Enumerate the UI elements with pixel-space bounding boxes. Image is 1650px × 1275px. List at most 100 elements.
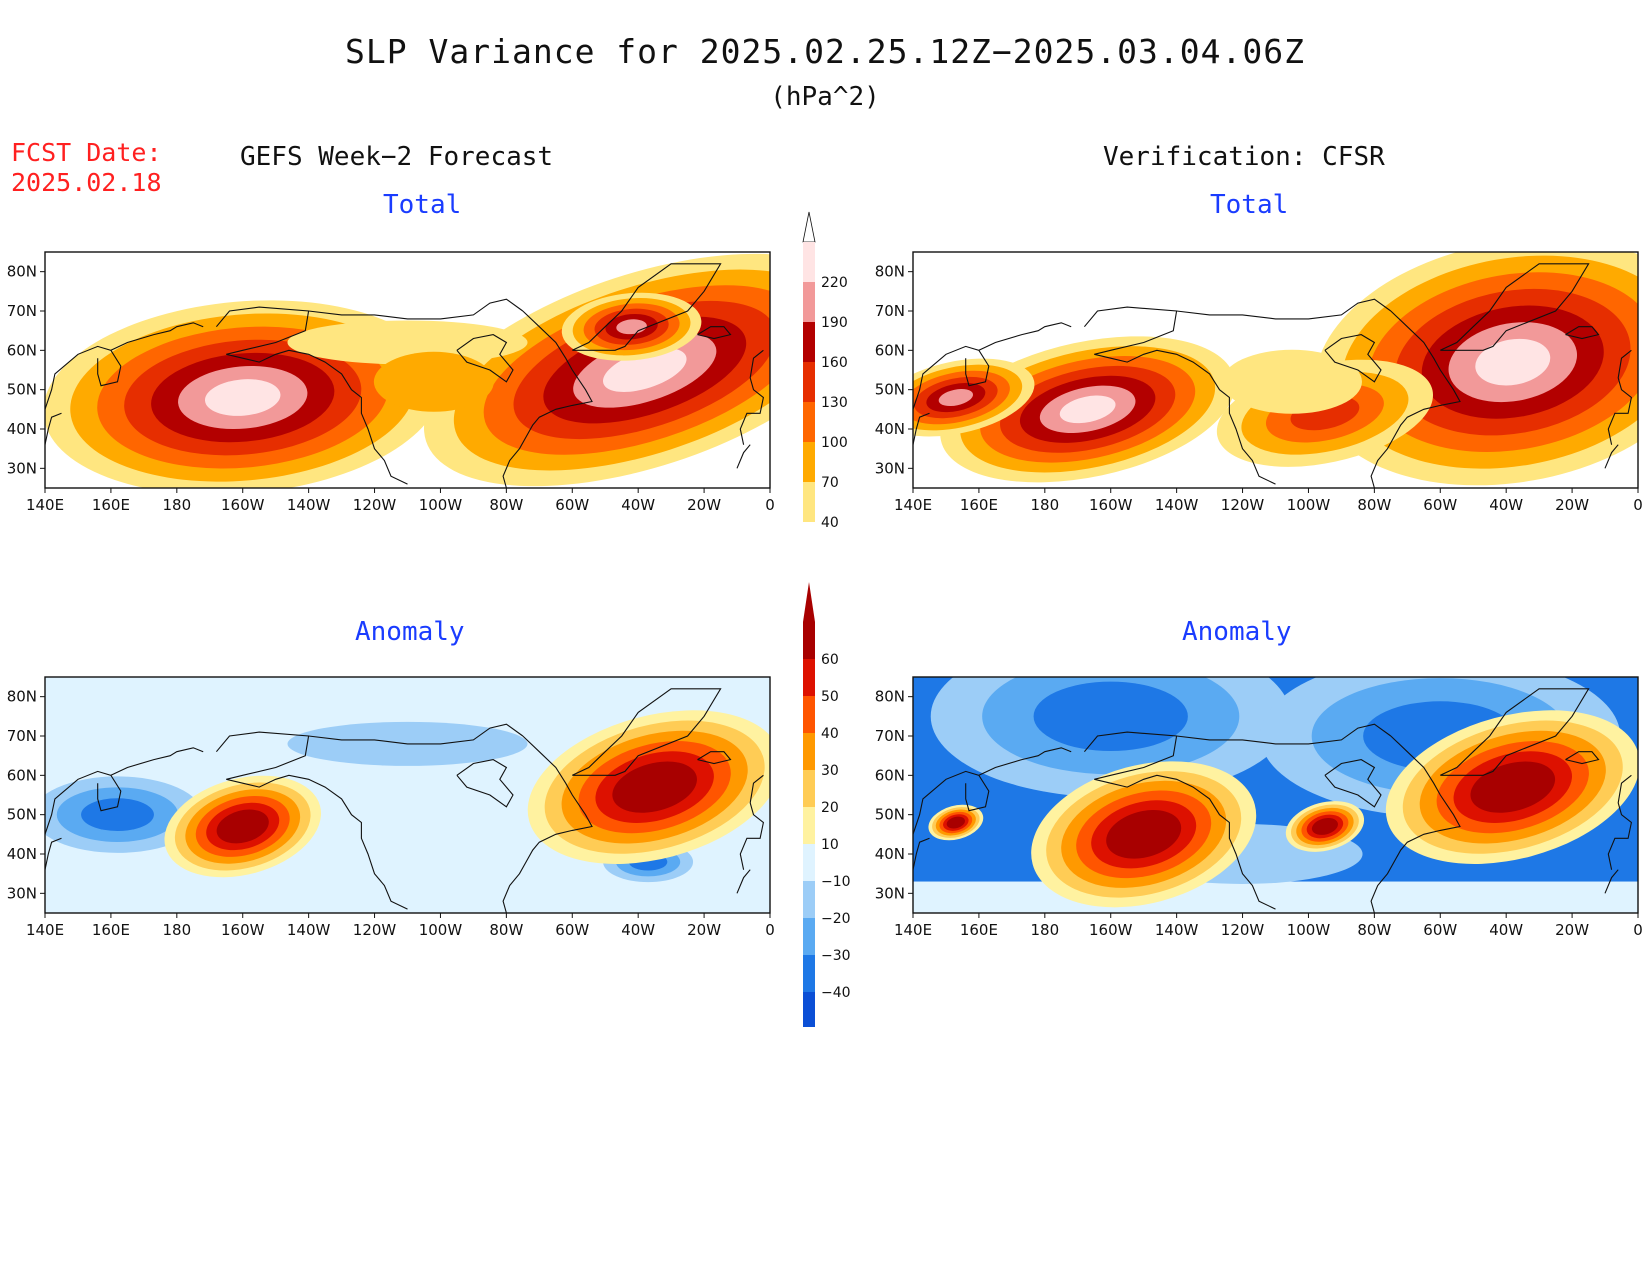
coastline <box>912 412 930 445</box>
x-tick-label: 40W <box>1489 921 1523 939</box>
x-tick-label: 140W <box>1155 921 1199 939</box>
coastline <box>912 837 930 870</box>
colorbar-label: 40 <box>821 726 839 742</box>
y-tick-label: 70N <box>875 727 905 745</box>
panel-label-cfsr-anomaly: Anomaly <box>1182 617 1292 647</box>
coastline <box>1083 306 1276 485</box>
fcst-date-label: FCST Date: <box>11 138 162 167</box>
x-tick-label: 160W <box>221 921 265 939</box>
x-tick-label: 20W <box>1555 496 1589 514</box>
colorbar-label: 50 <box>821 689 839 705</box>
coastline <box>736 444 751 469</box>
x-tick-label: 60W <box>1423 496 1457 514</box>
coastline <box>1440 688 1590 776</box>
coastline <box>1565 751 1600 765</box>
x-tick-label: 140W <box>1155 496 1199 514</box>
contour-level <box>287 320 528 365</box>
colorbar-segment <box>803 362 815 402</box>
y-tick-label: 30N <box>875 459 905 477</box>
contour-level <box>216 809 269 844</box>
coastline <box>736 869 751 894</box>
colorbar-segment <box>803 322 815 362</box>
map-frame <box>44 676 771 914</box>
colorbar-segment <box>803 482 815 522</box>
coastline <box>1604 444 1619 469</box>
x-tick-label: 80W <box>1357 921 1391 939</box>
coastline <box>1324 759 1382 808</box>
x-tick-label: 20W <box>1555 921 1589 939</box>
colorbar-label: 100 <box>821 435 848 451</box>
coastline <box>697 326 732 340</box>
y-tick-label: 40N <box>7 420 37 438</box>
coastline <box>1176 298 1392 320</box>
y-tick-label: 50N <box>875 381 905 399</box>
x-tick-label: 140W <box>287 921 331 939</box>
y-tick-label: 40N <box>875 420 905 438</box>
x-tick-label: 100W <box>1287 496 1331 514</box>
colorbar-label: 160 <box>821 355 848 371</box>
map-frame <box>912 676 1639 914</box>
x-tick-label: 60W <box>555 496 589 514</box>
figure-units: (hPa^2) <box>770 82 880 112</box>
x-tick-label: 80W <box>1357 496 1391 514</box>
coastline <box>1440 263 1590 351</box>
x-tick-label: 0 <box>765 496 775 514</box>
y-tick-label: 80N <box>875 263 905 281</box>
colorbar-anomaly: 60 50 40 30 20 10 −10 −20 −30 −40 <box>803 582 851 1027</box>
contour-level <box>1059 395 1116 424</box>
colorbar-label: 60 <box>821 652 839 668</box>
map-frame <box>44 251 771 489</box>
coastline <box>1607 774 1633 870</box>
colorbar-label: 220 <box>821 275 848 291</box>
colorbar-segment <box>803 770 815 807</box>
coastline <box>1324 334 1382 383</box>
contour-level <box>1311 818 1338 835</box>
x-tick-label: 120W <box>1221 921 1265 939</box>
x-tick-label: 40W <box>621 921 655 939</box>
x-tick-label: 120W <box>353 496 397 514</box>
y-tick-label: 30N <box>7 884 37 902</box>
x-tick-label: 160E <box>92 921 130 939</box>
x-tick-label: 160W <box>221 496 265 514</box>
y-tick-label: 80N <box>7 688 37 706</box>
coastline <box>1565 326 1600 340</box>
coastline <box>1607 349 1633 445</box>
coastline <box>215 306 408 485</box>
x-tick-label: 160E <box>960 496 998 514</box>
coastline <box>572 688 722 776</box>
coastlines <box>912 688 1633 914</box>
x-tick-label: 120W <box>353 921 397 939</box>
fcst-date-value: 2025.02.18 <box>11 168 162 197</box>
colorbar-segment <box>803 696 815 733</box>
map-gefs-anomaly: 140E 160E 180 160W 140W 120W 100W 80W 60W 40W 20W 0… <box>7 676 775 939</box>
panel-label-gefs-total: Total <box>383 190 462 220</box>
coastline <box>739 774 765 870</box>
colorbar-label: −10 <box>821 874 851 890</box>
y-tick-label: 60N <box>7 766 37 784</box>
coastline <box>978 747 1072 776</box>
y-tick-label: 70N <box>875 302 905 320</box>
coastline <box>502 735 593 914</box>
contour-level <box>938 389 974 407</box>
contour-level <box>373 351 494 412</box>
contour-level <box>1033 681 1188 752</box>
x-tick-label: 120W <box>1221 496 1265 514</box>
x-tick-label: 60W <box>555 921 589 939</box>
colorbar-label: −40 <box>821 985 851 1001</box>
coastline <box>739 349 765 445</box>
colorbar-segment <box>803 844 815 881</box>
x-tick-label: 40W <box>1489 496 1523 514</box>
y-tick-label: 70N <box>7 727 37 745</box>
panel-label-cfsr-total: Total <box>1210 190 1289 220</box>
coastline <box>44 412 62 445</box>
coastline <box>1604 869 1619 894</box>
colorbar-label: −30 <box>821 948 851 964</box>
coastlines <box>912 263 1633 489</box>
coastline <box>1370 735 1461 914</box>
colorbar-label: 190 <box>821 315 848 331</box>
contour-field <box>45 252 770 488</box>
coastline <box>1370 310 1461 489</box>
x-tick-label: 80W <box>489 496 523 514</box>
x-tick-label: 0 <box>1633 496 1643 514</box>
x-tick-label: 140E <box>894 921 932 939</box>
